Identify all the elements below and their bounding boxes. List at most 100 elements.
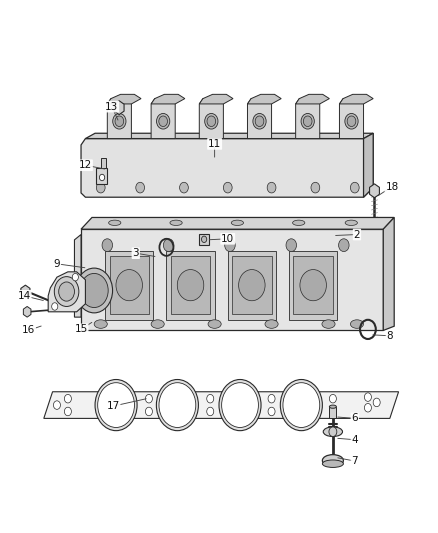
Ellipse shape xyxy=(322,320,335,328)
Circle shape xyxy=(115,116,124,126)
Ellipse shape xyxy=(329,405,336,408)
Polygon shape xyxy=(151,94,185,104)
Ellipse shape xyxy=(156,114,170,129)
Polygon shape xyxy=(81,133,373,197)
Circle shape xyxy=(267,182,276,193)
Circle shape xyxy=(364,393,371,401)
Polygon shape xyxy=(339,99,364,139)
Ellipse shape xyxy=(253,114,266,129)
Circle shape xyxy=(223,182,232,193)
Bar xyxy=(171,256,210,314)
Circle shape xyxy=(136,182,145,193)
Bar xyxy=(232,256,272,314)
Polygon shape xyxy=(107,99,131,139)
Polygon shape xyxy=(107,94,141,104)
Polygon shape xyxy=(114,101,124,115)
Circle shape xyxy=(364,403,371,412)
Ellipse shape xyxy=(301,114,314,129)
Bar xyxy=(329,407,336,418)
Ellipse shape xyxy=(345,220,357,225)
Text: 17: 17 xyxy=(106,401,120,411)
Text: 6: 6 xyxy=(351,414,358,423)
Ellipse shape xyxy=(345,114,358,129)
Circle shape xyxy=(329,427,337,437)
Ellipse shape xyxy=(350,320,364,328)
Circle shape xyxy=(339,239,349,252)
Circle shape xyxy=(329,407,336,416)
Ellipse shape xyxy=(113,114,126,129)
Text: 3: 3 xyxy=(132,248,139,258)
Circle shape xyxy=(64,394,71,403)
Polygon shape xyxy=(44,392,399,418)
Polygon shape xyxy=(370,184,379,198)
Circle shape xyxy=(54,277,79,306)
Circle shape xyxy=(163,239,174,252)
Circle shape xyxy=(304,116,312,126)
Text: 18: 18 xyxy=(385,182,399,191)
Text: 8: 8 xyxy=(386,331,393,341)
Circle shape xyxy=(76,268,113,313)
Polygon shape xyxy=(81,229,383,330)
Circle shape xyxy=(222,383,258,427)
Text: 16: 16 xyxy=(22,326,35,335)
Circle shape xyxy=(156,379,198,431)
Text: 2: 2 xyxy=(353,230,360,239)
Circle shape xyxy=(180,182,188,193)
Bar xyxy=(228,251,276,320)
Ellipse shape xyxy=(177,270,204,301)
Circle shape xyxy=(347,116,356,126)
Ellipse shape xyxy=(239,270,265,301)
Circle shape xyxy=(59,282,74,301)
Circle shape xyxy=(99,174,105,181)
Text: 14: 14 xyxy=(18,291,31,301)
Circle shape xyxy=(225,239,235,252)
Ellipse shape xyxy=(94,320,107,328)
Polygon shape xyxy=(74,235,81,317)
Circle shape xyxy=(53,401,60,409)
Text: 12: 12 xyxy=(79,160,92,170)
Polygon shape xyxy=(247,99,272,139)
Circle shape xyxy=(255,116,264,126)
Circle shape xyxy=(268,394,275,403)
Ellipse shape xyxy=(208,320,221,328)
Polygon shape xyxy=(85,133,373,139)
Ellipse shape xyxy=(170,220,182,225)
Ellipse shape xyxy=(293,220,305,225)
Bar xyxy=(289,251,337,320)
Text: 9: 9 xyxy=(53,259,60,269)
Ellipse shape xyxy=(300,270,326,301)
Text: 11: 11 xyxy=(208,139,221,149)
Circle shape xyxy=(96,182,105,193)
Bar xyxy=(96,168,107,184)
Polygon shape xyxy=(199,99,223,139)
Circle shape xyxy=(280,379,322,431)
Polygon shape xyxy=(296,94,329,104)
Ellipse shape xyxy=(265,320,278,328)
Circle shape xyxy=(72,273,78,281)
Polygon shape xyxy=(383,217,394,330)
Polygon shape xyxy=(81,217,394,229)
Polygon shape xyxy=(296,99,320,139)
Circle shape xyxy=(102,239,113,252)
Ellipse shape xyxy=(231,220,244,225)
Circle shape xyxy=(268,407,275,416)
Text: 15: 15 xyxy=(74,325,88,334)
Circle shape xyxy=(311,182,320,193)
Bar xyxy=(110,256,149,314)
Ellipse shape xyxy=(116,270,142,301)
Ellipse shape xyxy=(201,236,207,243)
Circle shape xyxy=(159,116,167,126)
Bar xyxy=(166,251,215,320)
Polygon shape xyxy=(23,306,31,317)
Bar xyxy=(101,158,106,168)
Circle shape xyxy=(159,383,196,427)
Text: 7: 7 xyxy=(351,456,358,466)
Bar xyxy=(105,251,153,320)
Circle shape xyxy=(219,379,261,431)
Text: 4: 4 xyxy=(351,435,358,445)
Ellipse shape xyxy=(322,460,343,467)
Polygon shape xyxy=(339,94,373,104)
Circle shape xyxy=(207,407,214,416)
Bar xyxy=(199,234,209,245)
Polygon shape xyxy=(364,133,373,197)
